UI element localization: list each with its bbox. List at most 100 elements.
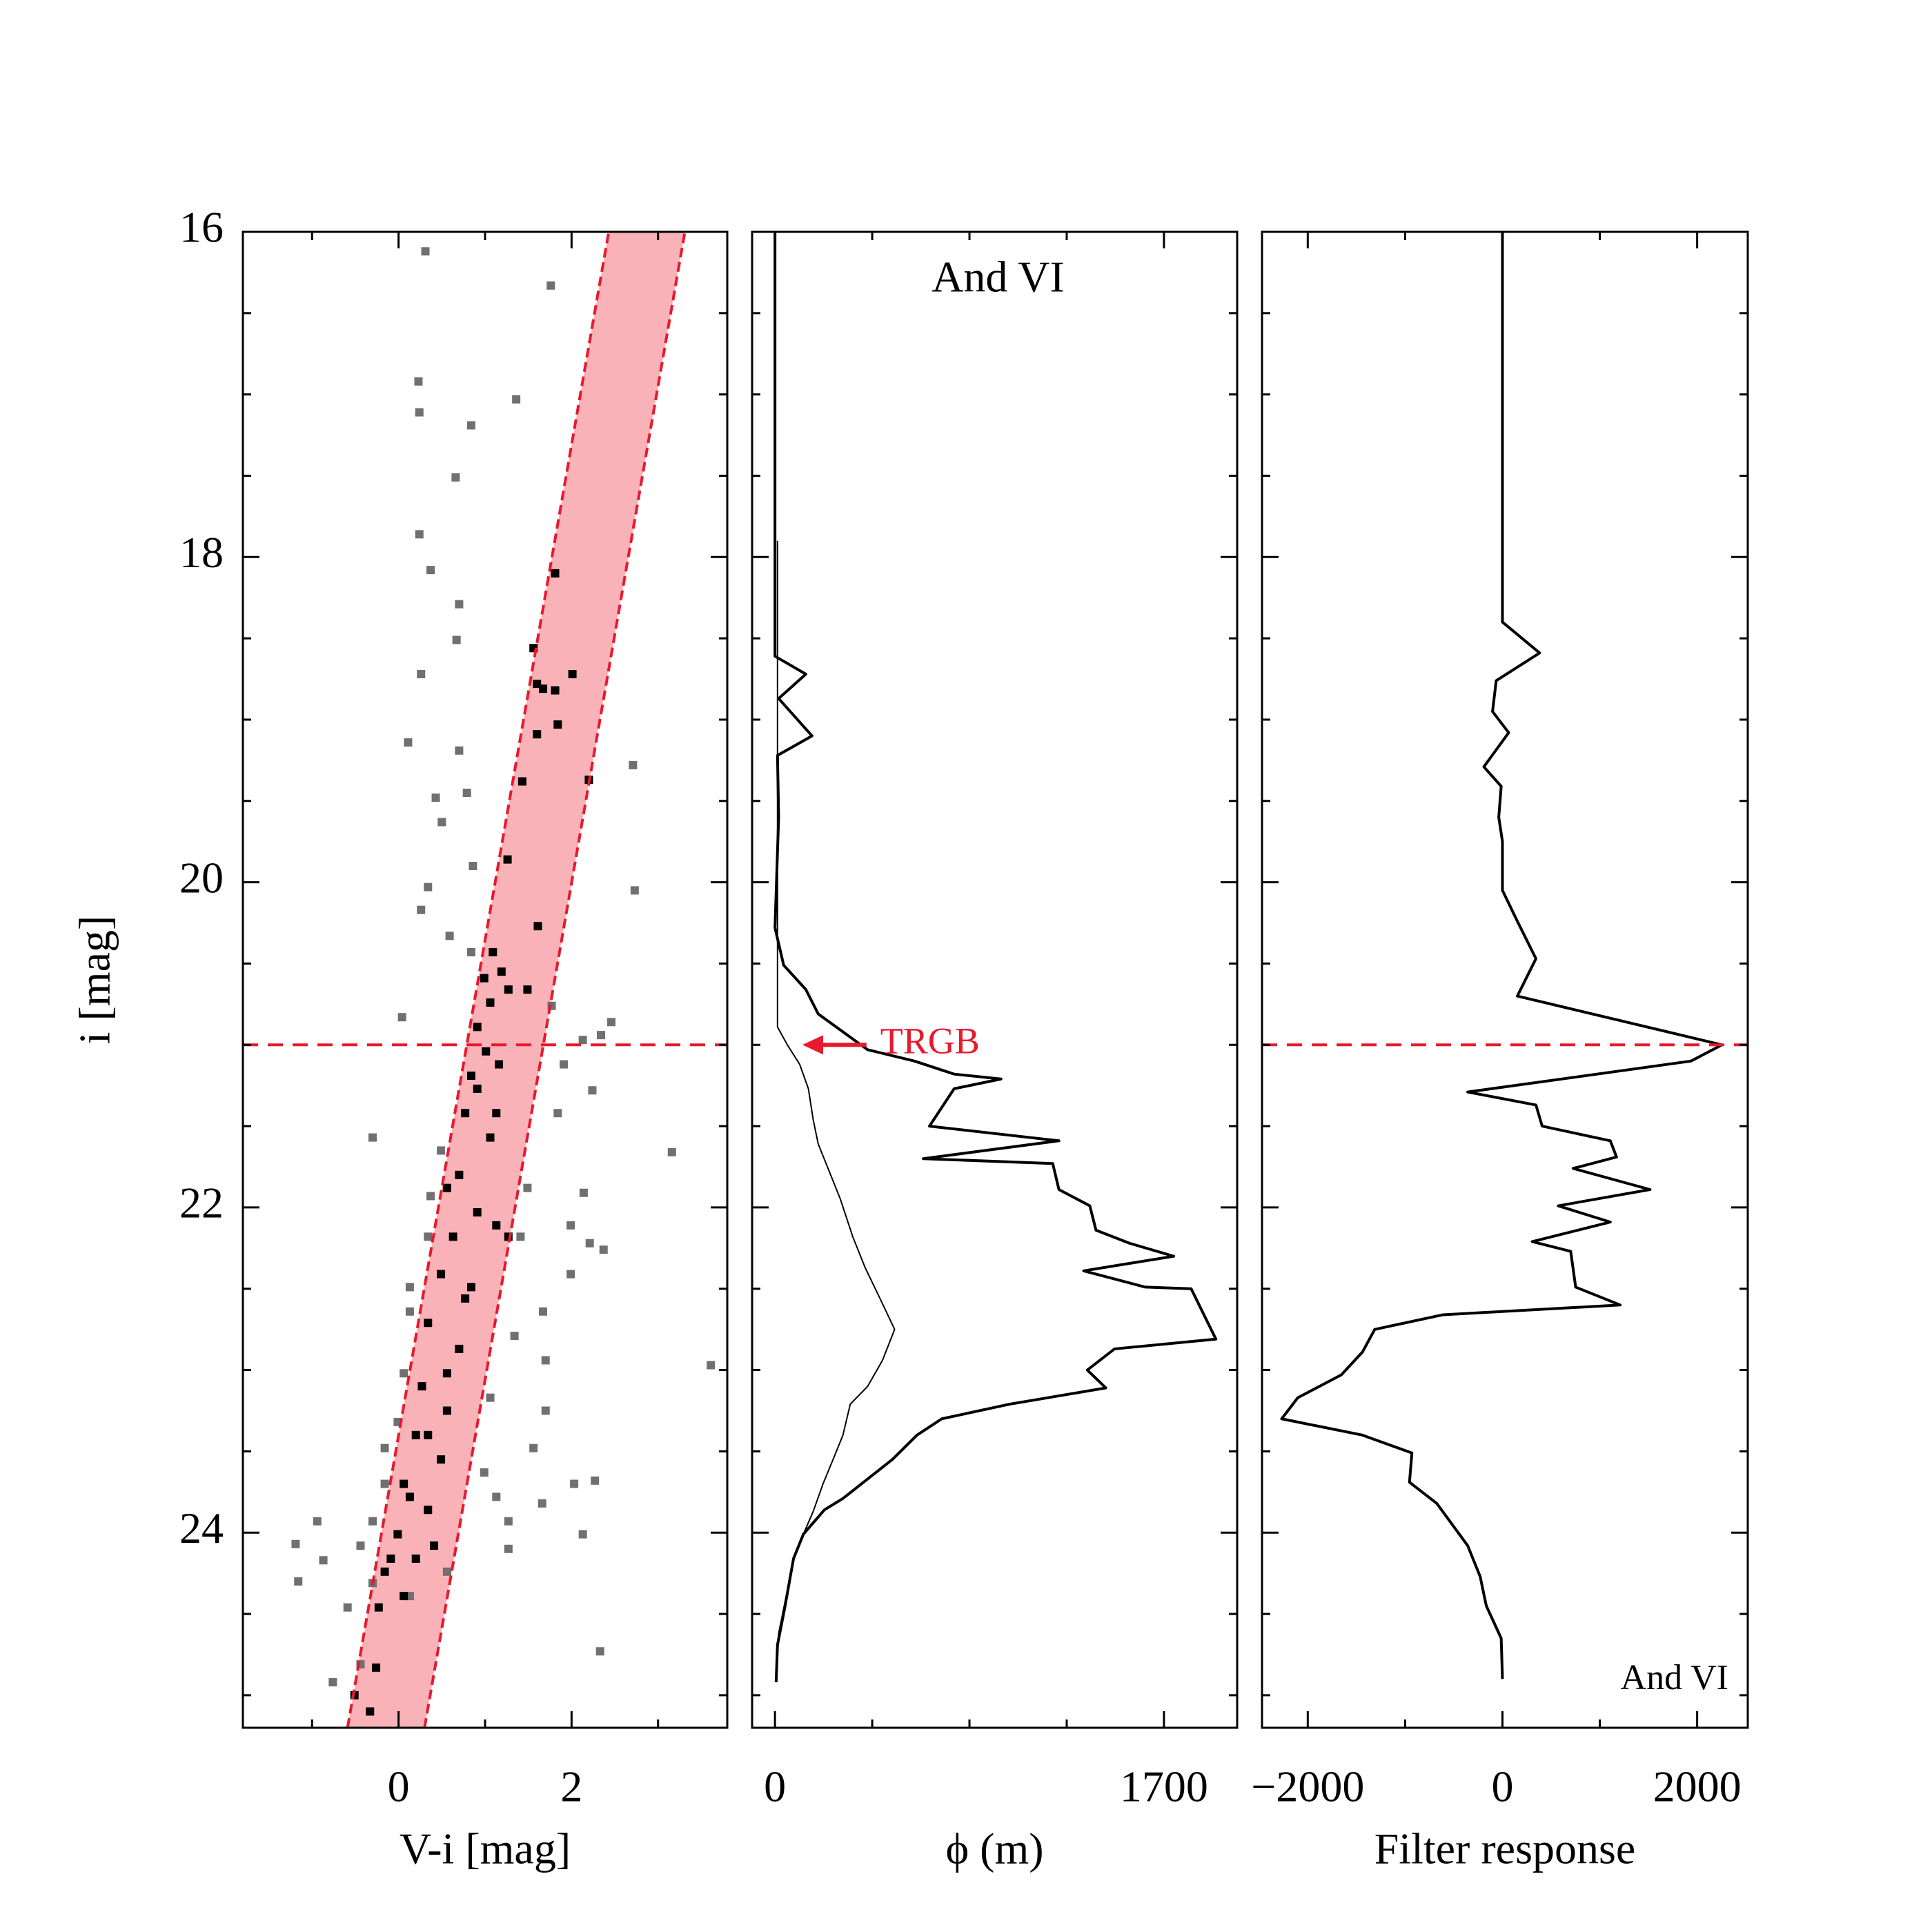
star-point — [591, 1476, 600, 1485]
plot-area — [773, 232, 1218, 1683]
star-point — [596, 1031, 605, 1040]
star-point — [541, 1406, 550, 1415]
x-tick-label: 0 — [764, 1762, 786, 1811]
star-point — [426, 1192, 435, 1201]
star-point — [405, 1283, 414, 1292]
panel: 0 1700 ϕ (m) And VI TRGB — [751, 230, 1239, 1873]
star-point — [442, 1567, 451, 1576]
star-point — [492, 1221, 501, 1230]
star-point — [451, 473, 460, 482]
star-point — [414, 377, 423, 386]
star-point — [462, 789, 471, 797]
star-point — [400, 1369, 408, 1378]
x-axis-label: ϕ (m) — [945, 1824, 1043, 1873]
star-point — [368, 1133, 377, 1142]
star-point — [504, 1544, 513, 1553]
star-point — [424, 1319, 433, 1328]
star-point — [566, 1270, 575, 1279]
star-point — [442, 1369, 451, 1378]
star-point — [400, 1479, 408, 1488]
x-tick-label: 2000 — [1653, 1762, 1742, 1811]
star-point — [294, 1577, 303, 1586]
star-point — [486, 998, 495, 1007]
x-tick-label: 0 — [388, 1762, 410, 1811]
star-point — [411, 1430, 420, 1439]
star-point — [380, 1443, 389, 1452]
star-point — [599, 1245, 608, 1254]
star-point — [512, 395, 521, 404]
star-point — [503, 855, 512, 864]
star-point — [538, 684, 547, 693]
star-point — [431, 793, 440, 802]
star-point — [629, 760, 638, 769]
star-point — [630, 886, 639, 895]
star-point — [405, 1307, 414, 1316]
star-point — [415, 530, 424, 539]
star-point — [424, 1430, 433, 1439]
star-point — [452, 635, 461, 644]
star-point — [466, 1283, 475, 1292]
star-point — [430, 1541, 439, 1550]
star-point — [473, 1208, 482, 1216]
star-point — [417, 669, 426, 678]
color-band — [347, 232, 685, 1728]
star-point — [380, 1479, 389, 1488]
panel: −2000 0 2000 Filter response And VI — [1251, 230, 1749, 1873]
star-point — [595, 1647, 604, 1656]
star-point — [437, 1270, 446, 1279]
star-point — [495, 1060, 504, 1069]
star-point — [560, 1060, 569, 1069]
star-point — [415, 408, 424, 417]
x-tick-label: 1700 — [1120, 1762, 1208, 1811]
profile-line — [773, 232, 1218, 1683]
star-point — [455, 746, 464, 755]
band-edge — [346, 232, 611, 1728]
y-axis-label: i [mag] — [70, 916, 119, 1045]
y-tick-label: 24 — [179, 1504, 224, 1552]
y-tick-label: 20 — [179, 853, 224, 902]
star-point — [469, 862, 477, 871]
star-point — [492, 1109, 501, 1118]
star-point — [523, 985, 532, 994]
plot-area — [1280, 232, 1724, 1679]
star-point — [437, 1455, 446, 1464]
star-point — [404, 738, 413, 747]
star-point — [504, 985, 513, 994]
star-point — [492, 1492, 501, 1501]
star-point — [504, 1517, 513, 1526]
star-point — [437, 818, 446, 827]
star-point — [328, 1678, 337, 1687]
star-point — [707, 1361, 716, 1370]
star-point — [533, 922, 542, 931]
star-point — [393, 1530, 402, 1539]
star-point — [455, 1344, 464, 1353]
x-tick-label: 2 — [560, 1762, 582, 1811]
star-point — [538, 1499, 546, 1508]
star-point — [588, 1086, 597, 1095]
axes-frame — [751, 230, 1239, 1729]
star-point — [510, 1332, 519, 1341]
star-point — [538, 1307, 547, 1316]
star-point — [368, 1517, 377, 1526]
star-point — [667, 1147, 676, 1156]
star-point — [486, 1133, 495, 1142]
star-point — [551, 686, 560, 695]
axes-frame — [1261, 230, 1749, 1729]
star-point — [607, 1018, 616, 1027]
star-point — [448, 1232, 457, 1241]
star-point — [374, 1603, 383, 1612]
star-point — [566, 1221, 575, 1230]
profile-line — [1280, 232, 1724, 1679]
star-point — [411, 1554, 420, 1563]
star-point — [461, 1109, 470, 1118]
star-point — [516, 1232, 525, 1241]
x-axis-label: V-i [mag] — [400, 1824, 571, 1873]
star-point — [541, 1356, 550, 1365]
star-point — [461, 1294, 470, 1303]
star-point — [437, 1146, 446, 1155]
star-point — [343, 1603, 352, 1612]
star-point — [489, 947, 497, 956]
star-point — [313, 1517, 322, 1526]
star-point — [405, 1492, 414, 1501]
